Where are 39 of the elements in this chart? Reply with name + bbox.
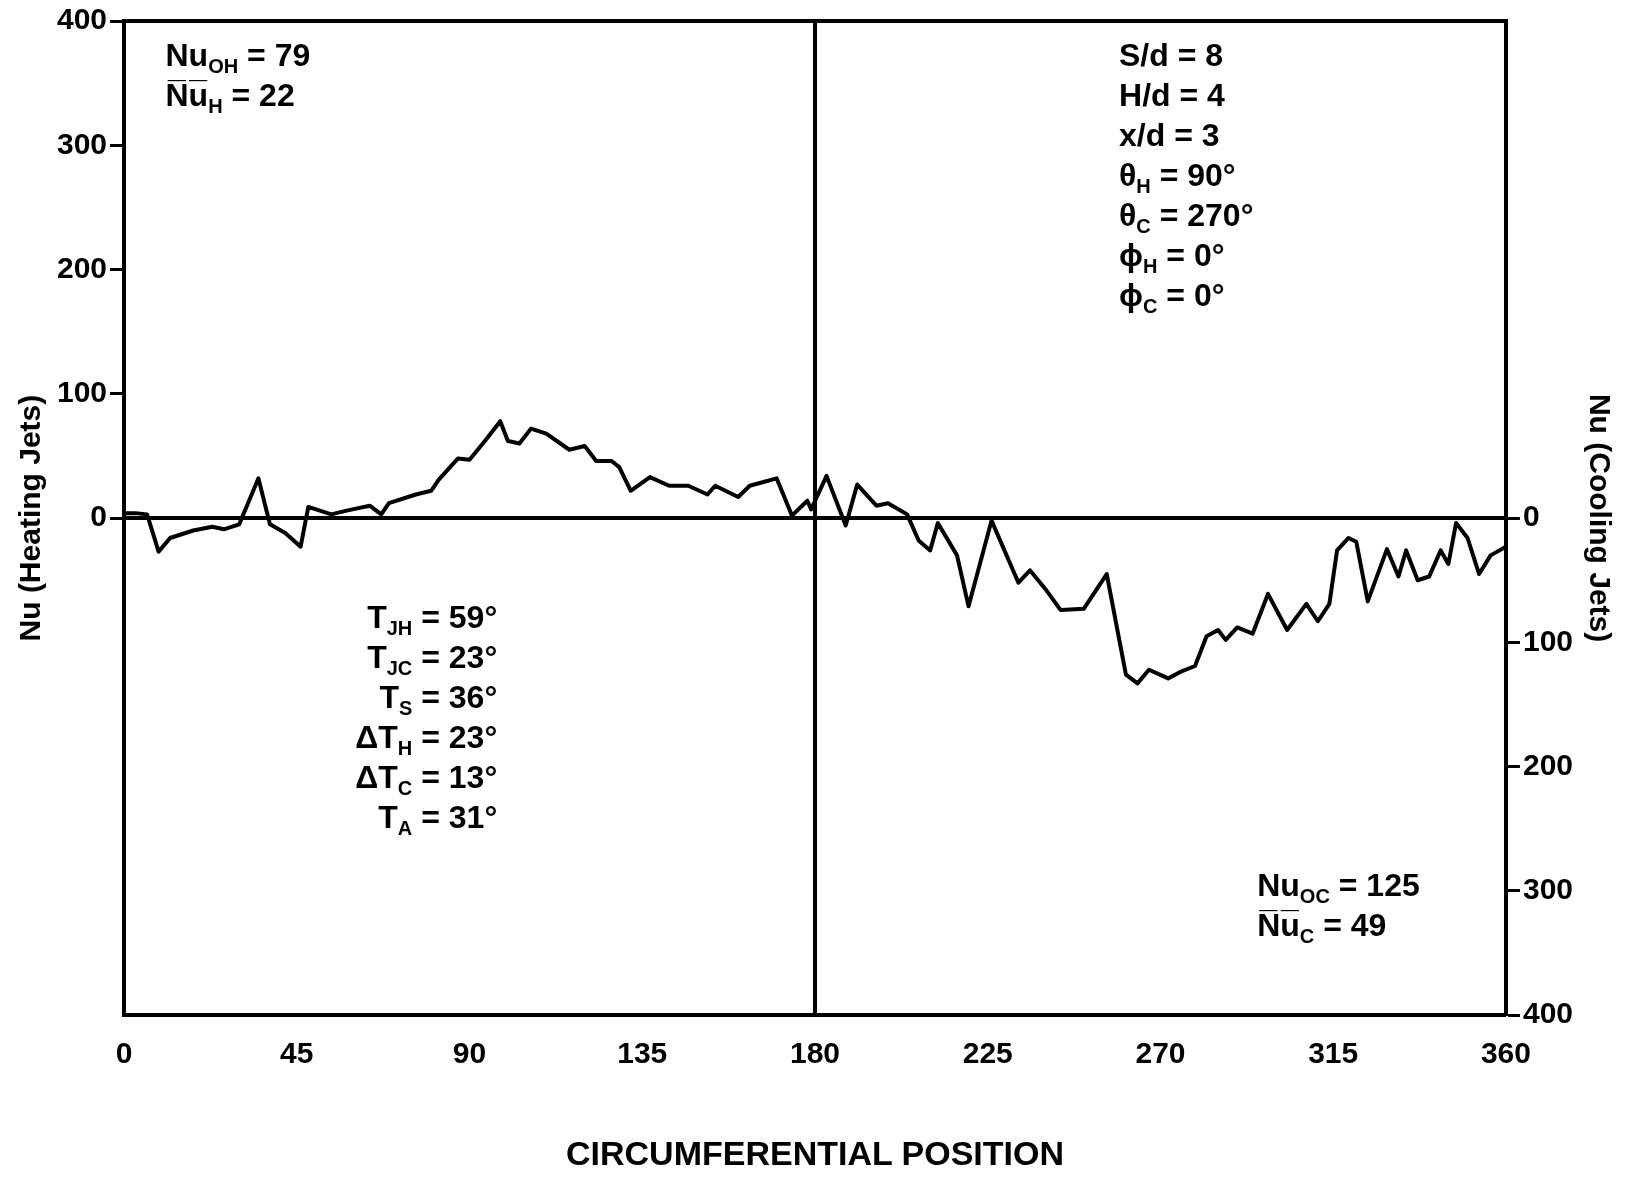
annotation: θ$_{C}$ = 270° bbox=[1119, 196, 1254, 238]
x-tick-label: 270 bbox=[1135, 1036, 1186, 1070]
annotation: ΔT$_{C}$ = 13° bbox=[355, 758, 498, 800]
x-axis-title: CIRCUMFERENTIAL POSITION bbox=[565, 1133, 1065, 1172]
annotation: N̅u̅$_{H}$ = 22 bbox=[165, 75, 295, 120]
y-tick-label: 400 bbox=[56, 2, 108, 36]
y2-tick-label: 200 bbox=[1522, 747, 1574, 781]
x-tick-label: 225 bbox=[962, 1036, 1013, 1070]
y-tick-label: 200 bbox=[56, 250, 108, 284]
annotation: ϕ$_{C}$ = 0° bbox=[1119, 275, 1225, 320]
y-tick-label: 100 bbox=[56, 375, 108, 409]
x-tick-label: 135 bbox=[617, 1036, 668, 1070]
annotation: T$_{S}$ = 36° bbox=[379, 678, 498, 720]
y2-axis-title: Nu (Cooling Jets) bbox=[1583, 393, 1617, 643]
y2-tick-label: 300 bbox=[1522, 872, 1574, 906]
annotation: θ$_{H}$ = 90° bbox=[1119, 156, 1236, 198]
annotation: S/d = 8 bbox=[1119, 35, 1224, 74]
y2-tick-label: 400 bbox=[1522, 996, 1574, 1030]
y2-tick-label: 0 bbox=[1522, 499, 1540, 533]
x-tick-label: 45 bbox=[280, 1036, 314, 1070]
y-axis-title: Nu (Heating Jets) bbox=[13, 394, 47, 642]
annotation: Nu$_{OH}$ = 79 bbox=[165, 36, 311, 78]
annotation: N̅u̅$_{C}$ = 49 bbox=[1257, 906, 1387, 950]
x-tick-label: 90 bbox=[452, 1036, 487, 1070]
annotation: ΔT$_{H}$ = 23° bbox=[355, 718, 498, 760]
y2-tick-label: 100 bbox=[1522, 623, 1574, 657]
x-tick-label: 315 bbox=[1308, 1036, 1359, 1070]
annotation: H/d = 4 bbox=[1119, 75, 1225, 114]
annotation: ϕ$_{H}$ = 0° bbox=[1119, 236, 1225, 278]
annotation: T$_{JH}$ = 59° bbox=[367, 598, 498, 640]
y-tick-label: 0 bbox=[90, 499, 108, 533]
x-tick-label: 360 bbox=[1480, 1036, 1531, 1070]
annotation: x/d = 3 bbox=[1119, 115, 1220, 154]
x-tick-label: 0 bbox=[115, 1036, 133, 1070]
annotation: Nu$_{OC}$ = 125 bbox=[1257, 867, 1420, 908]
annotation: T$_{JC}$ = 23° bbox=[367, 638, 498, 680]
x-tick-label: 180 bbox=[789, 1036, 841, 1070]
y-tick-label: 300 bbox=[56, 126, 108, 160]
annotation: T$_{A}$ = 31° bbox=[378, 797, 498, 841]
